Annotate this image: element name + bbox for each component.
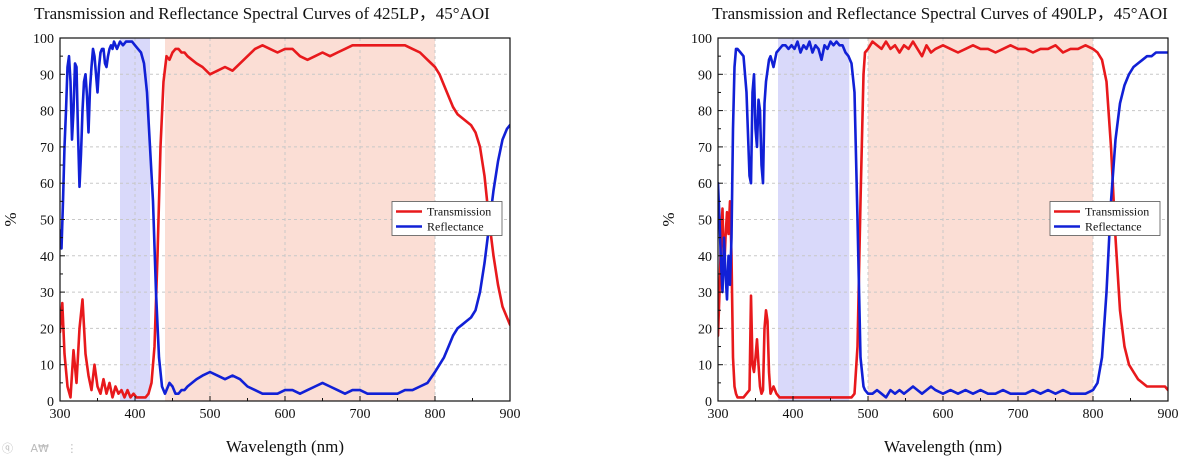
y-tick-label: 80 xyxy=(40,105,54,120)
x-tick-label: 900 xyxy=(1158,407,1179,422)
y-tick-label: 60 xyxy=(40,177,54,192)
y-tick-label: 80 xyxy=(698,105,712,120)
more-icon[interactable]: ⋮ xyxy=(66,442,78,455)
y-tick-label: 0 xyxy=(705,395,712,410)
y-tick-label: 50 xyxy=(40,214,54,229)
legend-label-reflectance: Reflectance xyxy=(427,220,484,234)
x-tick-label: 300 xyxy=(50,407,71,422)
legend-label-transmission: Transmission xyxy=(427,205,491,219)
chart-425lp: 300 400 500 600 700 800 900 0 10 20 30 40 50 60 70 80 90… xyxy=(1,4,521,456)
y-tick-label: 60 xyxy=(698,177,712,192)
lens-icon[interactable]: ⓠ xyxy=(2,442,13,455)
x-tick-label: 800 xyxy=(425,407,446,422)
y-tick-label: 10 xyxy=(40,359,54,374)
transmission-curve xyxy=(718,40,1168,399)
x-tick-label: 900 xyxy=(500,407,521,422)
y-tick-label: 10 xyxy=(698,359,712,374)
legend-box xyxy=(391,201,503,236)
reflectance-curve xyxy=(718,40,1168,399)
legend-box xyxy=(1049,201,1161,236)
chart-title: Transmission and Reflectance Spectral Cu… xyxy=(712,4,1168,23)
y-tick-label: 40 xyxy=(698,250,712,265)
image-toolbar: ⓠ A₩ ⋮ xyxy=(2,440,91,456)
y-tick-label: 20 xyxy=(698,322,712,337)
x-tick-label: 300 xyxy=(708,407,729,422)
y-tick-label: 70 xyxy=(40,141,54,156)
y-tick-label: 40 xyxy=(40,250,54,265)
x-tick-label: 600 xyxy=(933,407,954,422)
x-tick-label: 400 xyxy=(125,407,146,422)
y-tick-label: 100 xyxy=(33,32,54,47)
y-axis-label: % xyxy=(1,212,20,226)
y-tick-label: 90 xyxy=(698,68,712,83)
x-axis-label: Wavelength (nm) xyxy=(226,437,344,456)
y-tick-label: 90 xyxy=(40,68,54,83)
x-tick-label: 600 xyxy=(275,407,296,422)
transmission-curve xyxy=(60,43,510,399)
x-axis-label: Wavelength (nm) xyxy=(884,437,1002,456)
blue-band-region xyxy=(778,38,850,401)
y-axis-label: % xyxy=(659,212,678,226)
legend-label-transmission: Transmission xyxy=(1085,205,1149,219)
x-tick-label: 700 xyxy=(350,407,371,422)
x-tick-label: 500 xyxy=(200,407,221,422)
y-tick-label: 50 xyxy=(698,214,712,229)
chart-490lp: 300 400 500 600 700 800 900 0 10 20 30 40 50 60 70 80 90… xyxy=(659,4,1179,456)
chart-title: Transmission and Reflectance Spectral Cu… xyxy=(34,4,490,23)
y-tick-label: 20 xyxy=(40,322,54,337)
y-tick-label: 100 xyxy=(691,32,712,47)
y-tick-label: 30 xyxy=(40,286,54,301)
reflectance-curve xyxy=(60,40,510,396)
x-tick-label: 400 xyxy=(783,407,804,422)
y-tick-label: 0 xyxy=(47,395,54,410)
y-tick-label: 30 xyxy=(698,286,712,301)
translate-icon[interactable]: A₩ xyxy=(30,442,49,455)
x-tick-label: 700 xyxy=(1008,407,1029,422)
x-tick-label: 500 xyxy=(858,407,879,422)
x-tick-label: 800 xyxy=(1083,407,1104,422)
y-tick-label: 70 xyxy=(698,141,712,156)
legend-label-reflectance: Reflectance xyxy=(1085,220,1142,234)
